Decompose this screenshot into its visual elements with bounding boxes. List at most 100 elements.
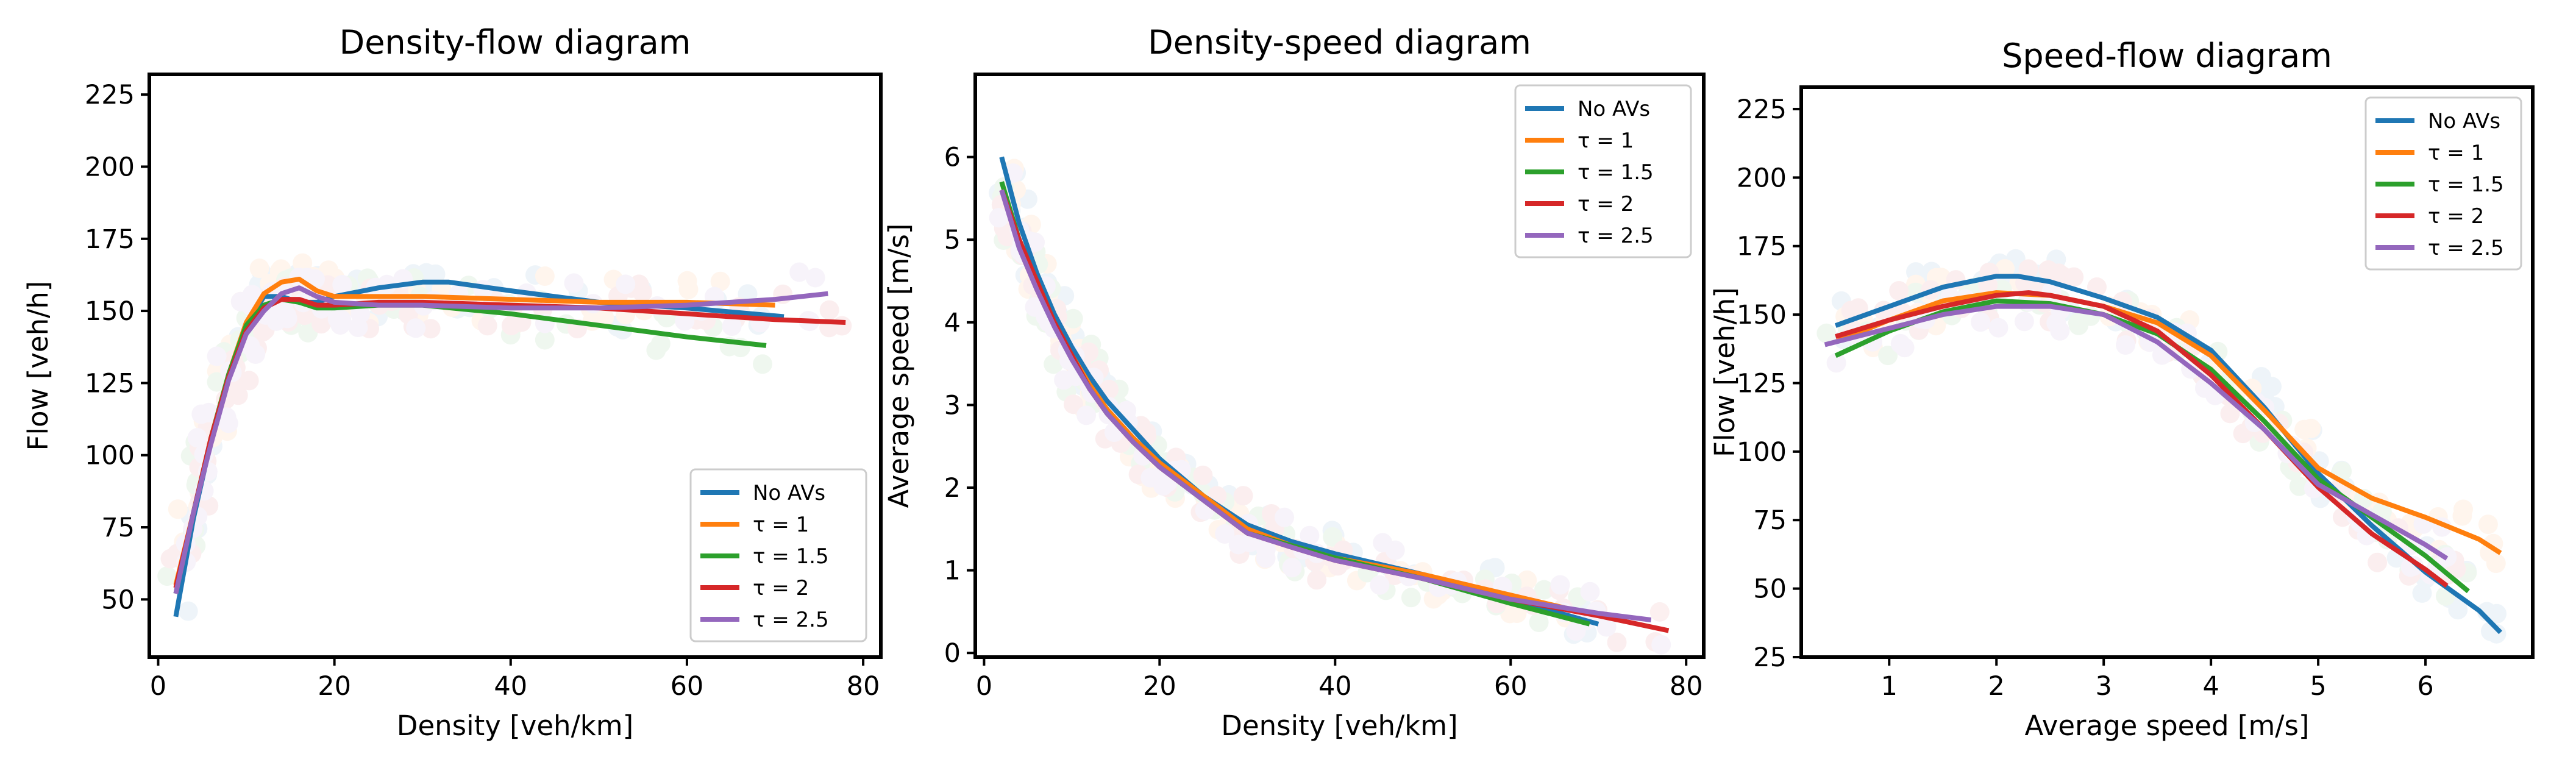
scatter-point <box>298 322 318 343</box>
scatter-point <box>2116 330 2137 350</box>
scatter-point <box>1285 561 1305 582</box>
legend-label: τ = 2.5 <box>2428 236 2504 260</box>
scatter-point <box>1061 315 1081 335</box>
scatter-point <box>330 315 350 335</box>
scatter-point <box>1254 549 1275 569</box>
scatter-point <box>1831 291 1851 311</box>
scatter-point <box>1259 505 1279 525</box>
scatter-point <box>368 307 388 327</box>
scatter-point <box>359 313 379 333</box>
scatter-point <box>1923 271 1943 291</box>
x-tick-label: 60 <box>671 671 704 702</box>
scatter-point <box>1054 370 1074 390</box>
scatter-point <box>1261 504 1281 524</box>
scatter-point <box>789 262 809 282</box>
scatter-point <box>1089 360 1109 380</box>
scatter-point <box>1142 421 1162 441</box>
scatter-point <box>703 317 723 337</box>
scatter-point <box>1816 323 1837 343</box>
scatter-point <box>282 315 301 335</box>
x-tick-label: 2 <box>1988 671 2005 702</box>
legend-label: τ = 1.5 <box>2428 173 2504 197</box>
scatter-point <box>710 271 730 291</box>
scatter-point <box>1550 575 1570 595</box>
scatter-point <box>678 279 699 299</box>
scatter-point <box>1176 454 1197 474</box>
x-tick-label: 80 <box>847 671 880 702</box>
y-tick-label: 3 <box>944 390 961 421</box>
scatter-point <box>994 218 1014 238</box>
scatter-point <box>1376 580 1396 600</box>
x-tick-label: 80 <box>1670 671 1703 702</box>
y-axis-label: Average speed [m/s] <box>883 224 915 508</box>
y-tick-label: 4 <box>944 308 961 338</box>
scatter-point <box>207 360 227 380</box>
scatter-point <box>311 314 331 334</box>
scatter-point <box>753 354 772 374</box>
scatter-point <box>1208 520 1228 539</box>
scatter-point <box>1311 558 1331 578</box>
scatter-point <box>805 268 825 288</box>
scatter-point <box>327 309 347 329</box>
scatter-point <box>421 319 441 339</box>
scatter-point <box>199 402 219 422</box>
scatter-point <box>2368 552 2388 572</box>
scatter-point <box>406 318 426 338</box>
legend-label: τ = 1.5 <box>1578 160 1654 185</box>
scatter-point <box>2483 533 2503 553</box>
scatter-point <box>994 230 1014 250</box>
scatter-point <box>293 253 313 273</box>
x-tick-label: 40 <box>494 671 527 702</box>
scatter-point <box>1651 635 1671 655</box>
scatter-point <box>398 304 418 324</box>
scatter-point <box>1977 310 1998 330</box>
scatter-point <box>2180 310 2200 330</box>
scatter-point <box>1279 555 1299 575</box>
y-tick-label: 125 <box>1737 368 1787 399</box>
scatter-point <box>263 305 283 326</box>
scatter-point <box>2046 313 2066 333</box>
scatter-point <box>1131 454 1151 474</box>
y-tick-label: 200 <box>1737 163 1787 193</box>
scatter-point <box>2220 404 2240 424</box>
x-tick-label: 60 <box>1494 671 1528 702</box>
scatter-point <box>1385 540 1405 560</box>
scatter-point <box>360 319 379 338</box>
scatter-point <box>330 312 349 332</box>
scatter-point <box>1645 632 1665 652</box>
scatter-point <box>1566 621 1586 641</box>
legend-label: τ = 2 <box>2428 204 2484 229</box>
scatter-point <box>406 313 426 333</box>
scatter-point <box>1256 539 1276 559</box>
scatter-point <box>228 385 248 405</box>
y-tick-label: 25 <box>1753 642 1787 673</box>
x-tick-label: 5 <box>2310 671 2326 702</box>
scatter-point <box>1926 316 1946 336</box>
scatter-point <box>568 281 588 301</box>
scatter-point <box>1140 468 1161 488</box>
scatter-point <box>2332 460 2352 480</box>
scatter-point <box>525 265 545 285</box>
scatter-point <box>409 305 429 325</box>
scatter-point <box>629 274 649 294</box>
scatter-point <box>1165 482 1185 502</box>
scatter-point <box>2486 624 2507 644</box>
scatter-point <box>1502 573 1522 593</box>
scatter-point <box>277 308 297 329</box>
scatter-point <box>1485 558 1505 578</box>
scatter-point <box>249 274 269 294</box>
y-tick-label: 150 <box>85 296 135 327</box>
scatter-point <box>1848 298 1868 318</box>
scatter-point <box>1192 502 1212 522</box>
scatter-point <box>616 274 636 294</box>
scatter-point <box>348 318 368 338</box>
scatter-point <box>2400 513 2421 533</box>
scatter-point <box>1479 559 1500 579</box>
scatter-point <box>185 432 205 452</box>
scatter-point <box>1475 569 1495 589</box>
scatter-point <box>290 305 310 326</box>
scatter-point <box>2294 419 2314 439</box>
scatter-point <box>191 404 212 424</box>
scatter-point <box>1926 268 1946 288</box>
